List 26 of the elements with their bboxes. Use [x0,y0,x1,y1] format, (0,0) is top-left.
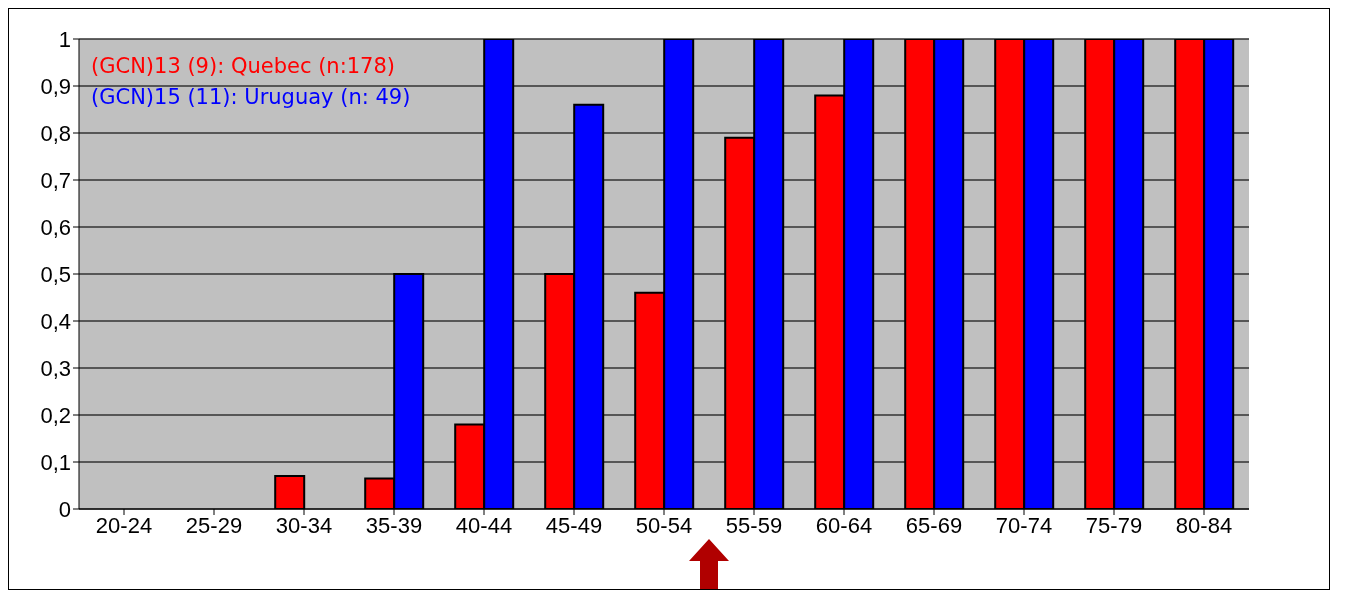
y-tick-label: 0,1 [40,449,71,475]
x-tick-label: 65-69 [905,512,963,538]
y-tick-label: 0,5 [40,261,71,287]
x-tick-label: 70-74 [995,512,1053,538]
y-tick-label: 0,9 [40,73,71,99]
x-tick-label: 55-59 [725,512,783,538]
x-tick-label: 80-84 [1175,512,1233,538]
y-tick-label: 0 [58,496,71,522]
y-tick-label: 0,4 [40,308,71,334]
x-tick-label: 30-34 [275,512,333,538]
x-tick-label: 75-79 [1085,512,1143,538]
x-tick-label: 60-64 [815,512,873,538]
x-tick-label: 25-29 [185,512,243,538]
x-tick-label: 35-39 [365,512,423,538]
y-tick-label: 0,2 [40,402,71,428]
x-tick-label: 45-49 [545,512,603,538]
x-tick-label: 40-44 [455,512,513,538]
y-tick-label: 0,3 [40,355,71,381]
y-tick-label: 1 [58,26,71,52]
text: (GCN)13 (9): Quebec (n:178) [91,53,396,80]
y-tick-label: 0,7 [40,167,71,193]
text: (GCN)15 (11): Uruguay (n: 49) [91,84,411,111]
x-tick-label: 20-24 [95,512,153,538]
y-tick-label: 0,8 [40,120,71,146]
x-tick-label: 50-54 [635,512,693,538]
y-tick-label: 0,6 [40,214,71,240]
